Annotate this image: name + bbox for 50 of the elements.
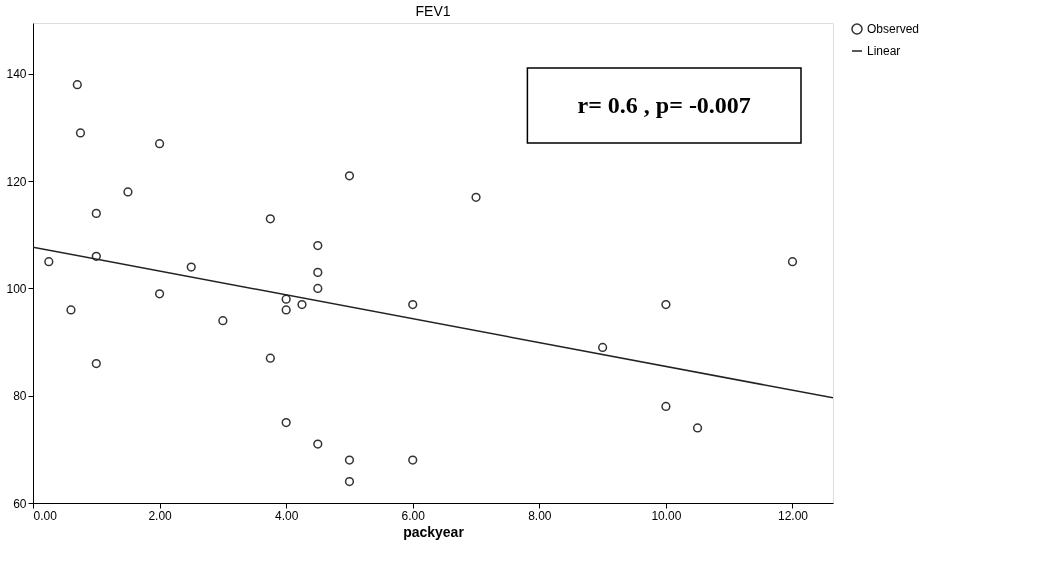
x-tick-label: 10.00 (651, 508, 682, 523)
point (787, 257, 798, 267)
x-tick-label: 0.00 (33, 508, 58, 523)
point (91, 208, 101, 219)
point (313, 283, 323, 294)
point (344, 455, 355, 465)
point (186, 262, 196, 272)
point (281, 305, 291, 315)
point (281, 417, 291, 428)
point (75, 128, 86, 138)
point (661, 401, 671, 412)
point (692, 423, 703, 433)
point (44, 257, 54, 267)
point (471, 192, 481, 202)
y-tick-label: 80 (13, 389, 27, 404)
y-tick-label: 120 (6, 174, 27, 189)
point (408, 455, 418, 465)
x-axis-title: packyear (403, 523, 465, 540)
point (265, 353, 275, 363)
point (313, 439, 323, 449)
chart-title: FEV1 (415, 3, 451, 19)
x-tick-label: 8.00 (528, 508, 552, 523)
x-tick-label: 4.00 (274, 508, 299, 523)
y-tick-label: 100 (6, 281, 27, 296)
point (281, 294, 291, 304)
point (66, 305, 76, 315)
point (265, 214, 275, 224)
point (72, 80, 82, 90)
point (297, 299, 307, 310)
y-tick-label: 60 (13, 496, 27, 511)
x-tick-label: 2.00 (148, 508, 173, 523)
point (154, 139, 165, 149)
point (344, 476, 355, 487)
point (123, 187, 133, 197)
point (598, 342, 608, 353)
point (408, 299, 418, 310)
point (313, 240, 323, 251)
x-tick-label: 12.00 (777, 508, 809, 523)
legend-label: Linear (867, 44, 901, 58)
point (313, 267, 323, 277)
point (91, 251, 101, 261)
point (218, 316, 228, 326)
point (154, 289, 165, 299)
annotation: r= 0.6 , p= -0.007 (577, 92, 751, 118)
point (91, 358, 101, 369)
x-tick-label: 6.00 (401, 508, 426, 523)
point (344, 171, 355, 181)
point (661, 299, 671, 310)
y-tick-label: 140 (6, 67, 27, 82)
legend-label: Observed (867, 22, 920, 36)
